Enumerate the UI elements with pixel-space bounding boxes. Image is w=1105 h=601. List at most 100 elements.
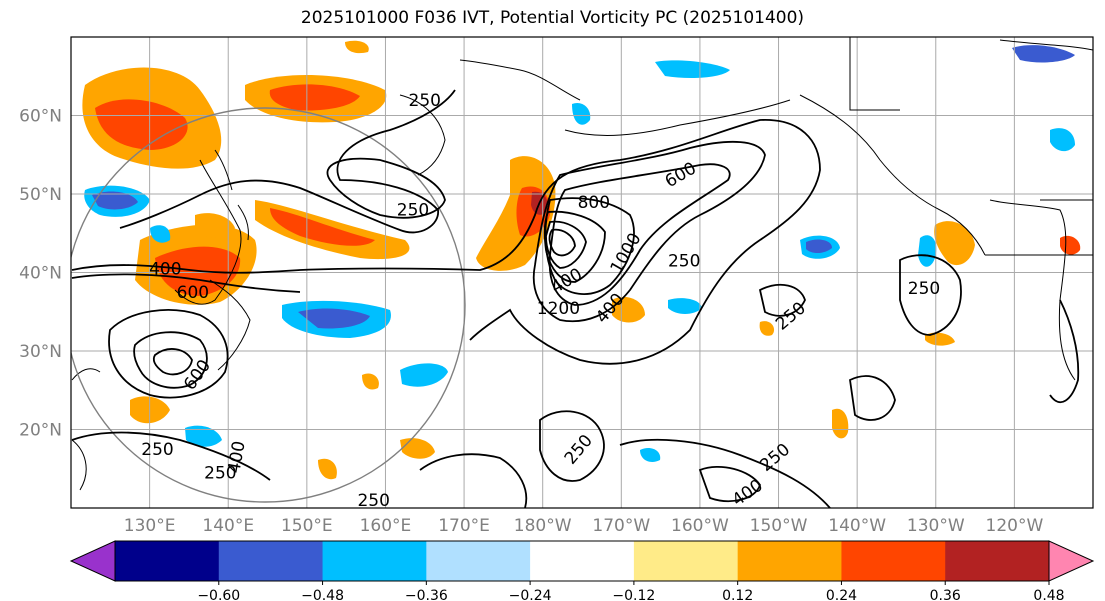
colorbar-tick-label: 0.24 — [826, 588, 857, 601]
lon-tick-label: 160°E — [360, 516, 412, 536]
coastlines — [71, 37, 1093, 491]
colorbar-segment — [530, 541, 635, 581]
ivt-contour — [326, 157, 446, 219]
lon-tick-label: 140°E — [202, 516, 254, 536]
colorbar-segment — [945, 541, 1050, 581]
lat-tick-label: 60°N — [19, 107, 62, 127]
contour-label: 250 — [908, 279, 940, 299]
contour-label: 250 — [204, 464, 236, 484]
ivt-contour — [532, 140, 766, 323]
colorbar-tick-label: 0.12 — [722, 588, 753, 601]
pv-negative-area — [185, 425, 222, 447]
ivt-contour — [543, 210, 606, 283]
pv-negative-area — [150, 225, 171, 243]
ivt-contours — [71, 89, 1080, 508]
colorbar-tick-label: −0.48 — [301, 588, 344, 601]
colorbar-extend-max — [1048, 540, 1095, 582]
contour-label: 250 — [397, 201, 429, 221]
pv-negative-area — [655, 60, 730, 78]
longitude-labels: 130°E 140°E 150°E 160°E 170°E 180°W 170°W 160°W… — [124, 516, 1044, 536]
pv-positive-area — [269, 84, 360, 111]
lat-tick-label: 30°N — [19, 342, 62, 362]
colorbar-outline — [114, 540, 1050, 582]
pv-positive-area — [488, 236, 504, 252]
pv-positive-area — [832, 408, 849, 439]
ivt-contour — [71, 273, 301, 293]
map-frame — [70, 36, 1094, 509]
lon-tick-label: 130°E — [124, 516, 176, 536]
colorbar-segment — [218, 541, 324, 581]
chart-title: 2025101000 F036 IVT, Potential Vorticity… — [300, 8, 805, 28]
colorbar: −0.60 −0.48 −0.36 −0.24 −0.12 0.12 0.24 0.36 0.4… — [69, 540, 1095, 601]
colorbar-tick-label: −0.36 — [405, 588, 448, 601]
pv-negative-area — [572, 102, 591, 125]
lon-tick-label: 140°W — [828, 516, 886, 536]
ivt-contour — [133, 331, 208, 389]
ivt-contour — [419, 453, 528, 508]
colorbar-segment — [322, 541, 427, 581]
pv-negative-area — [640, 448, 661, 462]
contour-label: 250 — [668, 252, 700, 272]
lon-tick-label: 170°W — [592, 516, 650, 536]
ivt-contour — [108, 309, 229, 399]
lon-tick-label: 180°W — [514, 516, 572, 536]
colorbar-extend-min — [69, 540, 116, 582]
colorbar-segment — [426, 541, 531, 581]
lon-tick-label: 120°W — [986, 516, 1044, 536]
distance-ring — [71, 107, 466, 503]
latitude-labels: 20°N 30°N 40°N 50°N 60°N — [19, 107, 62, 441]
colorbar-tick-label: −0.60 — [197, 588, 240, 601]
ivt-contour — [152, 348, 193, 376]
lon-tick-label: 150°W — [750, 516, 808, 536]
colorbar-segment — [115, 541, 220, 581]
pv-positive-area — [318, 458, 337, 480]
pv-positive-area — [934, 221, 975, 266]
pv-negative-area — [1012, 45, 1075, 63]
colorbar-segment — [737, 541, 842, 581]
pv-negative-area — [1050, 128, 1075, 152]
pv-positive-area — [345, 40, 369, 54]
pv-positive-area — [270, 208, 375, 246]
contour-label: 250 — [409, 91, 441, 111]
pv-positive-area — [195, 213, 235, 238]
contour-label: 800 — [578, 193, 610, 213]
pv-negative-area — [298, 308, 370, 329]
colorbar-tick-label: −0.12 — [612, 588, 655, 601]
ivt-contour — [698, 466, 761, 502]
pv-shading-layer — [82, 40, 1081, 480]
ivt-contour — [545, 220, 587, 269]
lat-tick-label: 20°N — [19, 421, 62, 441]
ivt-contour — [1049, 299, 1080, 404]
ivt-contour — [71, 119, 821, 365]
lat-tick-label: 40°N — [19, 264, 62, 284]
lon-tick-label: 150°E — [281, 516, 333, 536]
contour-label: 600 — [177, 283, 209, 303]
colorbar-tick-label: −0.24 — [509, 588, 552, 601]
lat-tick-label: 50°N — [19, 185, 62, 205]
pv-negative-area — [918, 235, 937, 267]
contour-label: 1200 — [537, 299, 580, 319]
ivt-contour — [539, 410, 605, 482]
ivt-contour — [619, 438, 831, 508]
colorbar-segment — [841, 541, 946, 581]
ivt-contour — [71, 431, 271, 481]
contour-label: 250 — [357, 491, 389, 511]
pv-positive-area — [925, 332, 955, 346]
ivt-contour — [548, 228, 576, 257]
contour-label: 250 — [141, 440, 173, 460]
pv-positive-area — [400, 438, 435, 459]
pv-positive-area — [759, 321, 775, 336]
ivt-contour — [119, 89, 456, 234]
contour-label: 400 — [149, 260, 181, 280]
ivt-contour — [849, 375, 896, 421]
colorbar-tick-label: 0.48 — [1033, 588, 1064, 601]
lon-tick-label: 170°E — [438, 516, 490, 536]
pv-positive-area — [612, 296, 645, 323]
colorbar-segment — [633, 541, 739, 581]
pv-negative-area — [92, 191, 138, 210]
lon-tick-label: 160°W — [671, 516, 729, 536]
pv-positive-area — [362, 373, 379, 390]
pv-negative-area — [400, 363, 448, 387]
pv-positive-area — [95, 99, 188, 150]
